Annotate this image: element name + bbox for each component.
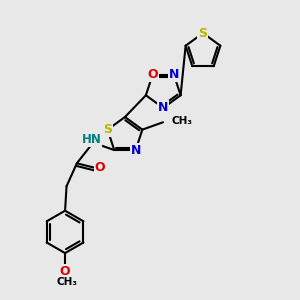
Text: S: S (103, 123, 112, 136)
Text: N: N (169, 68, 179, 81)
Text: N: N (130, 143, 141, 157)
Text: HN: HN (82, 133, 101, 146)
Text: O: O (147, 68, 158, 81)
Text: O: O (60, 265, 70, 278)
Text: CH₃: CH₃ (56, 277, 77, 287)
Text: N: N (158, 101, 168, 114)
Text: O: O (94, 160, 105, 174)
Text: S: S (199, 27, 208, 40)
Text: CH₃: CH₃ (171, 116, 192, 126)
